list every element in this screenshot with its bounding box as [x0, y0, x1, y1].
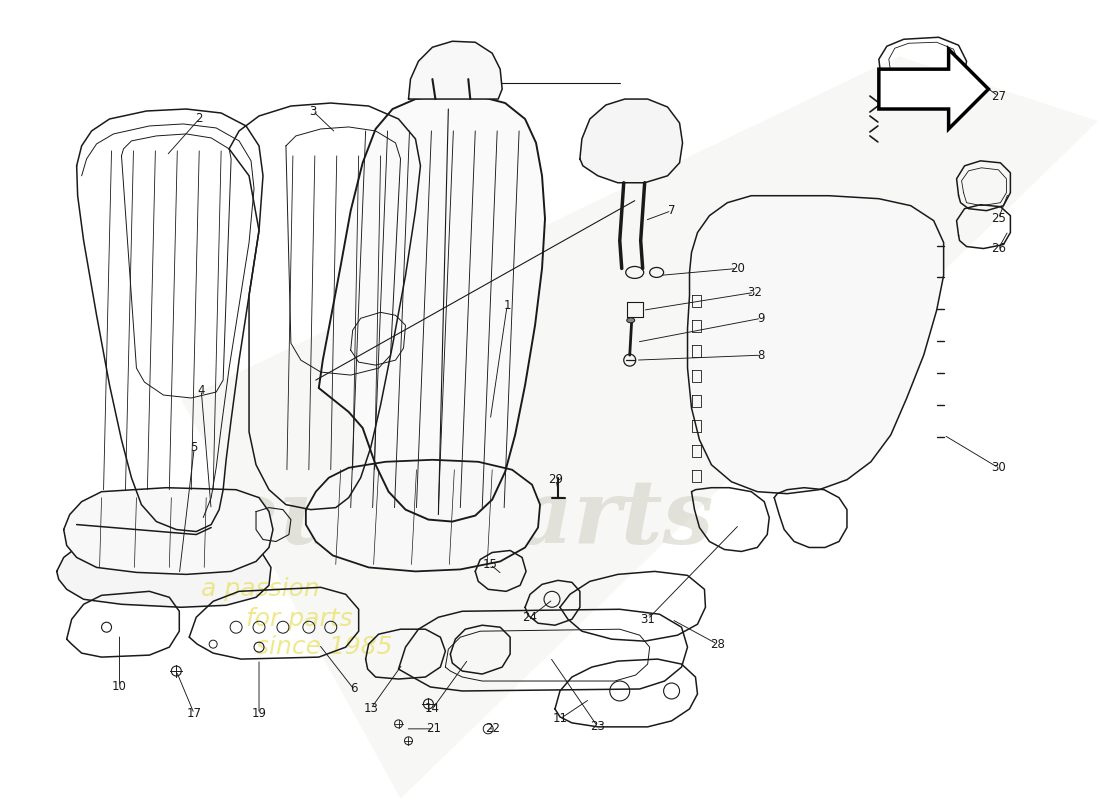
Polygon shape: [57, 538, 271, 607]
Text: 5: 5: [190, 442, 198, 454]
Text: 17: 17: [187, 707, 201, 721]
Polygon shape: [64, 488, 273, 574]
Text: 26: 26: [991, 242, 1005, 255]
Polygon shape: [306, 460, 540, 571]
Text: 11: 11: [552, 712, 568, 726]
Text: 19: 19: [252, 707, 266, 721]
Text: 13: 13: [363, 702, 378, 715]
Text: 9: 9: [758, 312, 764, 325]
Text: 22: 22: [485, 722, 499, 735]
Text: 27: 27: [991, 90, 1005, 102]
Text: 24: 24: [522, 610, 538, 624]
Text: 10: 10: [112, 681, 126, 694]
Text: 14: 14: [425, 702, 440, 715]
Text: 29: 29: [549, 474, 563, 486]
Text: 31: 31: [640, 613, 656, 626]
Text: 8: 8: [758, 349, 764, 362]
Text: 30: 30: [991, 462, 1005, 474]
Polygon shape: [182, 56, 1098, 798]
Text: 4: 4: [198, 383, 205, 397]
Text: 6: 6: [350, 682, 358, 695]
Polygon shape: [319, 95, 544, 522]
Text: since 1985: since 1985: [256, 635, 393, 659]
Text: 25: 25: [991, 212, 1005, 225]
Text: a passion: a passion: [201, 578, 320, 602]
Ellipse shape: [627, 318, 635, 322]
Polygon shape: [408, 42, 503, 99]
Text: 2: 2: [196, 113, 204, 126]
Text: 3: 3: [309, 105, 317, 118]
Text: 32: 32: [747, 286, 761, 299]
Text: 7: 7: [668, 204, 675, 217]
Text: 21: 21: [426, 722, 441, 735]
Polygon shape: [688, 196, 944, 494]
Text: europarts: europarts: [221, 476, 714, 563]
Text: 15: 15: [483, 558, 497, 571]
Text: 28: 28: [710, 638, 725, 650]
Text: for parts: for parts: [246, 607, 353, 631]
Text: 23: 23: [591, 720, 605, 734]
Text: 20: 20: [730, 262, 745, 275]
Polygon shape: [580, 99, 682, 182]
Text: 1: 1: [504, 299, 510, 312]
Polygon shape: [879, 50, 989, 129]
